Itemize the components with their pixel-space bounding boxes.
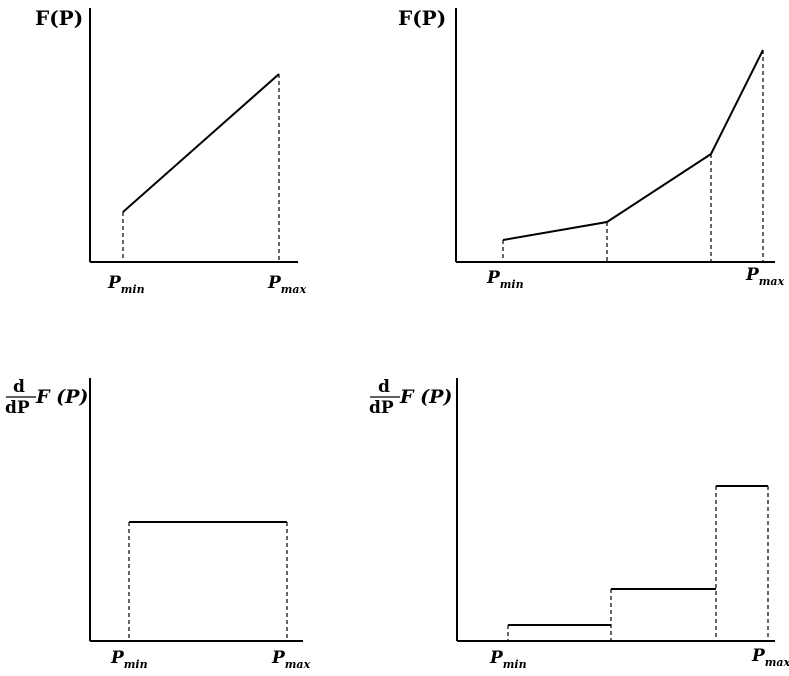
x-tick-pmin: Pmin	[486, 268, 524, 291]
y-axis-label: d dP F (P)	[369, 377, 452, 418]
f-curve	[122, 73, 280, 213]
x-tick-pmin: Pmin	[110, 648, 148, 671]
frac-numerator: d	[378, 377, 390, 397]
frac-denominator: dP	[5, 398, 30, 418]
y-axis-label: d dP F (P)	[5, 377, 88, 418]
frac-function: F (P)	[399, 386, 452, 408]
frac-denominator: dP	[369, 398, 394, 418]
x-tick-pmin: Pmin	[489, 648, 527, 671]
y-axis-label: F(P)	[398, 6, 446, 30]
panel-top-right: F(P) Pmin Pmax	[398, 6, 785, 291]
frac-function: F (P)	[35, 386, 88, 408]
x-tick-pmin: Pmin	[107, 273, 145, 296]
y-axis-label: F(P)	[35, 6, 83, 30]
x-tick-pmax: Pmax	[751, 646, 789, 669]
panel-bottom-right: d dP F (P) Pmin Pmax	[369, 377, 789, 671]
panel-bottom-left: d dP F (P) Pmin Pmax	[5, 377, 311, 671]
frac-numerator: d	[13, 377, 25, 397]
panel-top-left: F(P) Pmin Pmax	[35, 6, 307, 296]
x-tick-pmax: Pmax	[267, 273, 307, 296]
x-tick-pmax: Pmax	[745, 265, 785, 288]
f-curve	[502, 49, 764, 241]
x-tick-pmax: Pmax	[271, 648, 311, 671]
